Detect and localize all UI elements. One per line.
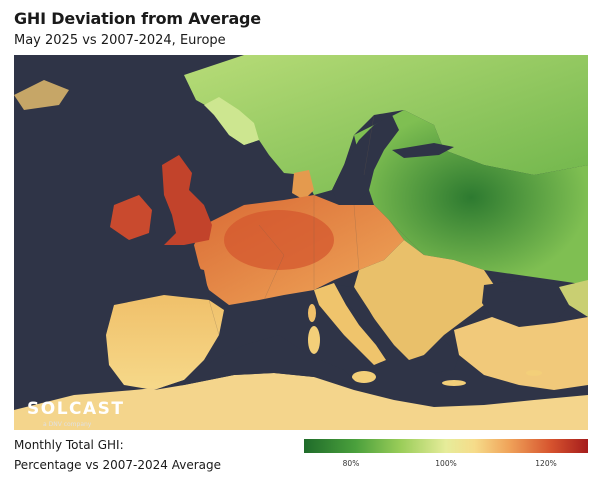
logo-subtitle: a DNV company (43, 421, 92, 428)
gulf-of-finland (392, 143, 454, 158)
north-africa-region (14, 373, 588, 430)
mediterranean-sea (154, 335, 359, 390)
italy-region (314, 283, 386, 365)
iceland-region (14, 80, 69, 110)
heat-core (224, 210, 334, 270)
crete (442, 380, 466, 386)
logo-wordmark: SOLCAST (27, 399, 125, 419)
europe-map (14, 55, 588, 430)
legend-tick-80: 80% (342, 459, 360, 468)
baltic-sea (332, 115, 399, 205)
great-britain-region (162, 155, 212, 245)
denmark-region (292, 170, 314, 200)
legend-caption-line1: Monthly Total GHI: (14, 438, 124, 452)
bay-of-biscay (164, 260, 209, 295)
norway-coast (204, 97, 259, 145)
legend-tick-100: 100% (435, 459, 457, 468)
sicily (352, 371, 376, 383)
page-title: GHI Deviation from Average (14, 9, 261, 28)
anatolia-region (454, 317, 588, 390)
country-borders (208, 114, 425, 336)
solcast-logo: SOLCAST a DNV company (27, 399, 137, 429)
legend-caption-line2: Percentage vs 2007-2024 Average (14, 458, 221, 472)
aegean-sea (424, 340, 459, 373)
sardinia (308, 326, 320, 354)
scandinavia-region (184, 55, 588, 195)
page-subtitle: May 2025 vs 2007-2024, Europe (14, 33, 226, 48)
corsica (308, 304, 316, 322)
black-sea (482, 280, 569, 327)
iberia-region (106, 295, 224, 390)
cyprus (526, 370, 542, 376)
legend-color-bar (304, 439, 588, 453)
adriatic-sea (336, 285, 384, 340)
caucasus-region (559, 280, 588, 317)
ireland-region (110, 195, 152, 240)
balkans-region (354, 240, 494, 360)
legend-tick-120: 120% (535, 459, 557, 468)
